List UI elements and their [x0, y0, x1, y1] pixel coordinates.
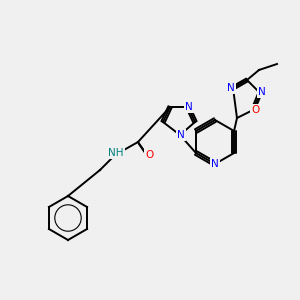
Text: NH: NH — [108, 148, 124, 158]
Text: N: N — [185, 102, 193, 112]
Text: O: O — [145, 150, 153, 160]
Text: O: O — [251, 105, 259, 115]
Text: N: N — [258, 87, 266, 97]
Text: N: N — [227, 83, 235, 93]
Text: N: N — [211, 159, 219, 169]
Text: N: N — [177, 130, 185, 140]
